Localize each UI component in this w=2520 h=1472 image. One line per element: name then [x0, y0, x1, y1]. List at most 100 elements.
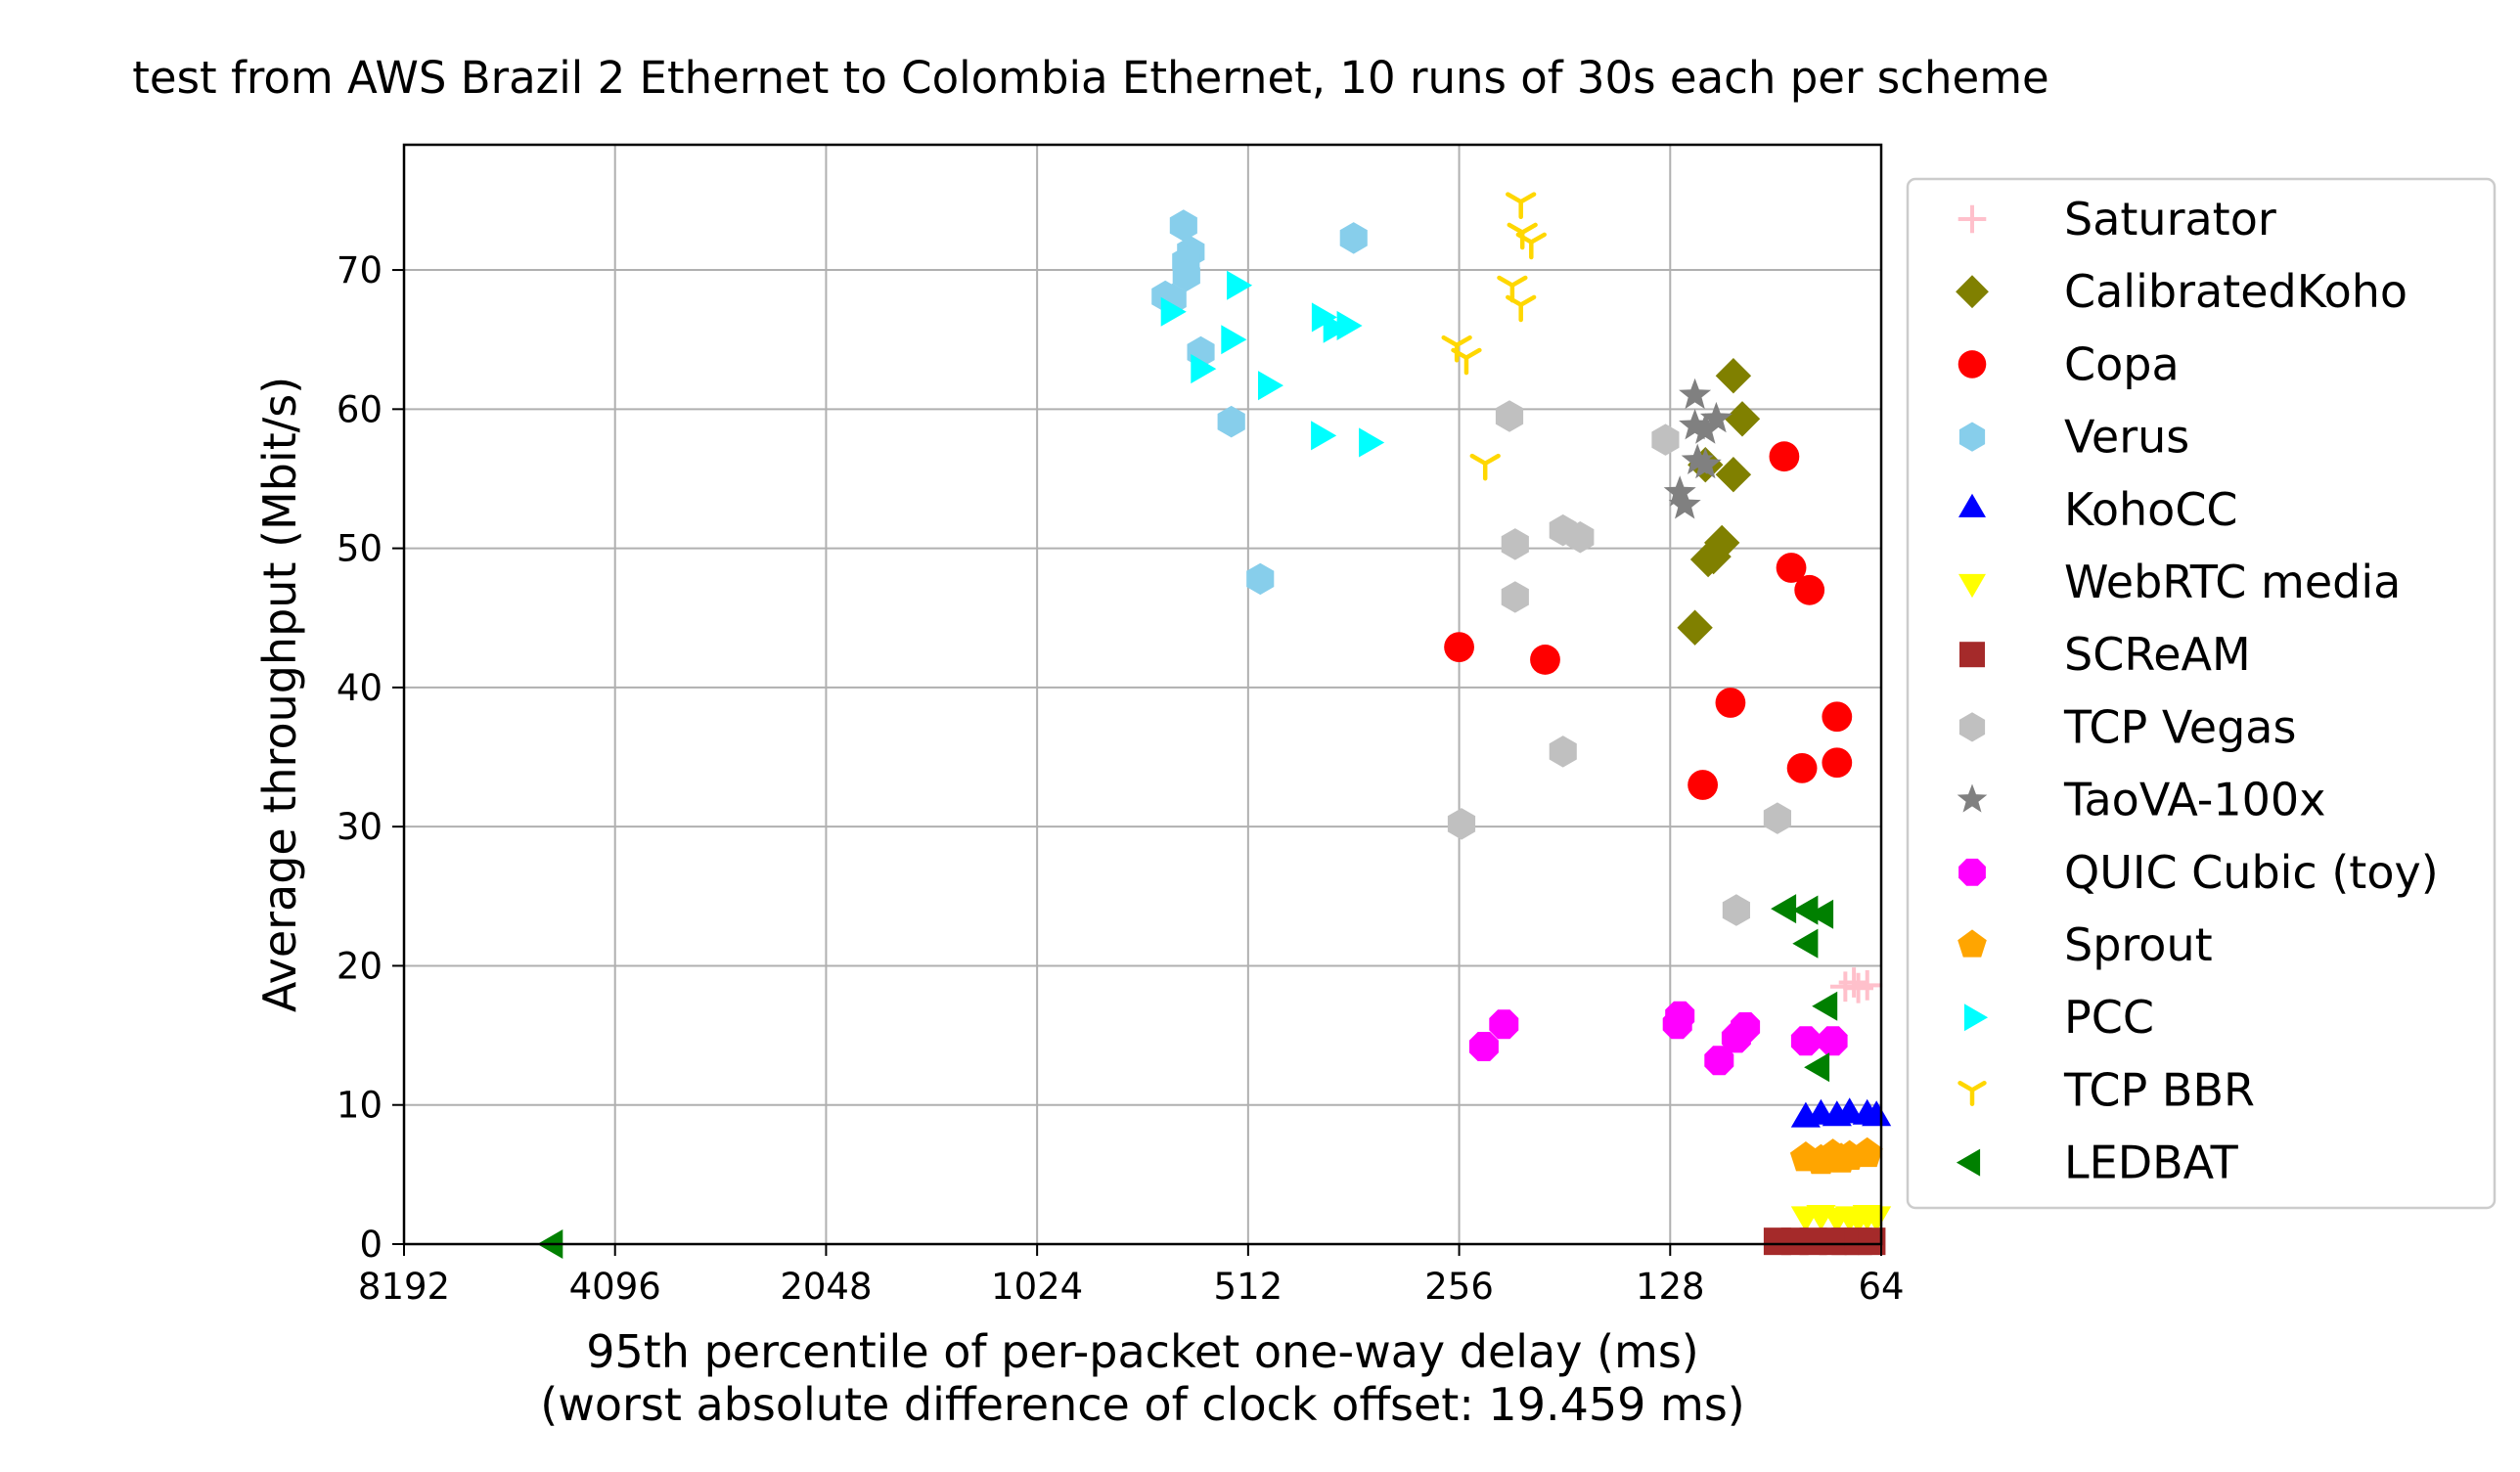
data-point — [1169, 209, 1197, 242]
data-point — [1722, 894, 1750, 926]
data-point — [1792, 895, 1819, 925]
legend-marker — [1958, 573, 1986, 599]
legend-item-saturator: Saturator — [1958, 193, 2276, 245]
legend-item-tcp-vegas: TCP Vegas — [1958, 700, 2296, 753]
data-point — [1515, 232, 1547, 260]
y-tick-label: 60 — [337, 388, 382, 430]
legend-label: SCReAM — [2064, 628, 2251, 681]
data-point — [1549, 736, 1577, 768]
data-point — [1776, 553, 1807, 583]
series-webrtc-media — [1790, 1205, 1892, 1233]
data-point — [1838, 967, 1869, 998]
data-point — [1258, 371, 1283, 401]
data-point — [1769, 441, 1800, 472]
data-point — [1688, 770, 1719, 800]
data-point — [1221, 325, 1247, 355]
legend-label: LEDBAT — [2064, 1137, 2239, 1189]
data-points — [537, 192, 1892, 1259]
legend-item-sprout: Sprout — [1958, 918, 2213, 971]
legend-label: TCP Vegas — [2063, 700, 2296, 753]
data-point — [1792, 928, 1819, 959]
series-tcp-bbr — [1441, 192, 1547, 481]
y-tick-label: 50 — [337, 528, 382, 570]
data-point — [1530, 645, 1560, 675]
data-point — [1715, 688, 1746, 718]
data-point — [1688, 413, 1722, 444]
data-point — [1731, 1012, 1761, 1042]
data-point — [1468, 1032, 1499, 1061]
legend-marker — [1958, 712, 1986, 742]
data-point — [1323, 313, 1349, 343]
y-tick-label: 70 — [337, 249, 382, 291]
data-point — [1715, 457, 1752, 493]
x-tick-label: 4096 — [569, 1266, 661, 1308]
y-axis-ticks: 0 10 20 30 40 50 60 70 — [337, 249, 404, 1266]
series-sprout — [1789, 1137, 1883, 1175]
legend-label: TaoVA-100x — [2063, 774, 2325, 826]
data-point — [1679, 378, 1712, 410]
data-point — [1715, 358, 1752, 394]
legend-label: QUIC Cubic (toy) — [2064, 846, 2439, 899]
legend-label: WebRTC media — [2064, 556, 2401, 608]
legend-label: Copa — [2064, 337, 2180, 390]
data-point — [1834, 1097, 1865, 1124]
series-scream — [1763, 1227, 1886, 1256]
legend-items: Saturator CalibratedKoho Copa Verus KohoCC We… — [1956, 193, 2439, 1189]
data-point — [1812, 991, 1838, 1021]
legend-item-scream: SCReAM — [1959, 628, 2251, 681]
legend-label: KohoCC — [2064, 483, 2238, 536]
plot-background — [404, 145, 1881, 1244]
data-point — [1191, 354, 1217, 384]
legend-marker — [1958, 929, 1987, 958]
legend-item-copa: Copa — [1958, 337, 2180, 390]
legend-item-ledbat: LEDBAT — [1956, 1137, 2239, 1189]
legend-label: TCP BBR — [2063, 1063, 2255, 1116]
legend-marker — [1958, 350, 1987, 379]
series-kohocc — [1790, 1097, 1892, 1128]
data-point — [1724, 401, 1761, 437]
data-point — [1339, 222, 1368, 254]
grid — [404, 145, 1881, 1244]
legend-marker — [1956, 275, 1989, 309]
legend-marker — [1959, 642, 1985, 668]
x-axis-ticks: 8192 4096 2048 1024 512 256 128 64 — [358, 1244, 1905, 1308]
legend-label: PCC — [2064, 991, 2154, 1044]
data-point — [1489, 1009, 1519, 1040]
data-point — [1566, 521, 1595, 554]
data-point — [1444, 632, 1474, 663]
data-point — [1677, 609, 1713, 646]
x-axis-label: 95th percentile of per-packet one-way de… — [586, 1325, 1699, 1378]
data-point — [1804, 1052, 1830, 1083]
x-tick-label: 512 — [1214, 1266, 1283, 1308]
legend-item-calibratedkoho: CalibratedKoho — [1956, 265, 2408, 318]
data-point — [1501, 581, 1529, 613]
data-point — [1822, 701, 1853, 733]
y-tick-label: 30 — [337, 806, 382, 848]
data-point — [1843, 972, 1873, 1004]
legend-item-pcc: PCC — [1963, 991, 2154, 1044]
legend-item-webrtc-media: WebRTC media — [1958, 556, 2401, 608]
data-point — [1469, 453, 1501, 481]
data-point — [1771, 894, 1797, 924]
data-point — [1763, 802, 1791, 834]
legend-box — [1906, 177, 2497, 1210]
chart-title: test from AWS Brazil 2 Ethernet to Colom… — [132, 52, 2048, 104]
legend-label: Verus — [2064, 411, 2189, 464]
legend: Saturator CalibratedKoho Copa Verus KohoCC We… — [1906, 177, 2497, 1210]
data-point — [1311, 421, 1337, 451]
plot-area: 8192 4096 2048 1024 512 256 128 64 0 10 20 30 40 50 6… — [337, 143, 1905, 1308]
data-point — [1172, 259, 1200, 291]
legend-marker — [1957, 783, 1988, 813]
y-tick-label: 0 — [359, 1224, 382, 1266]
data-point — [1495, 400, 1524, 432]
series-tcp-vegas — [1447, 400, 1791, 926]
legend-marker — [1956, 1148, 1981, 1177]
legend-item-quic-cubic-toy: QUIC Cubic (toy) — [1958, 846, 2439, 899]
data-point — [1818, 1026, 1848, 1056]
legend-label: CalibratedKoho — [2064, 265, 2408, 318]
data-point — [1359, 427, 1385, 458]
legend-marker — [1958, 1081, 1987, 1106]
data-point — [1822, 747, 1853, 779]
series-pcc — [1160, 270, 1385, 458]
legend-item-taova-100x: TaoVA-100x — [1957, 774, 2325, 826]
